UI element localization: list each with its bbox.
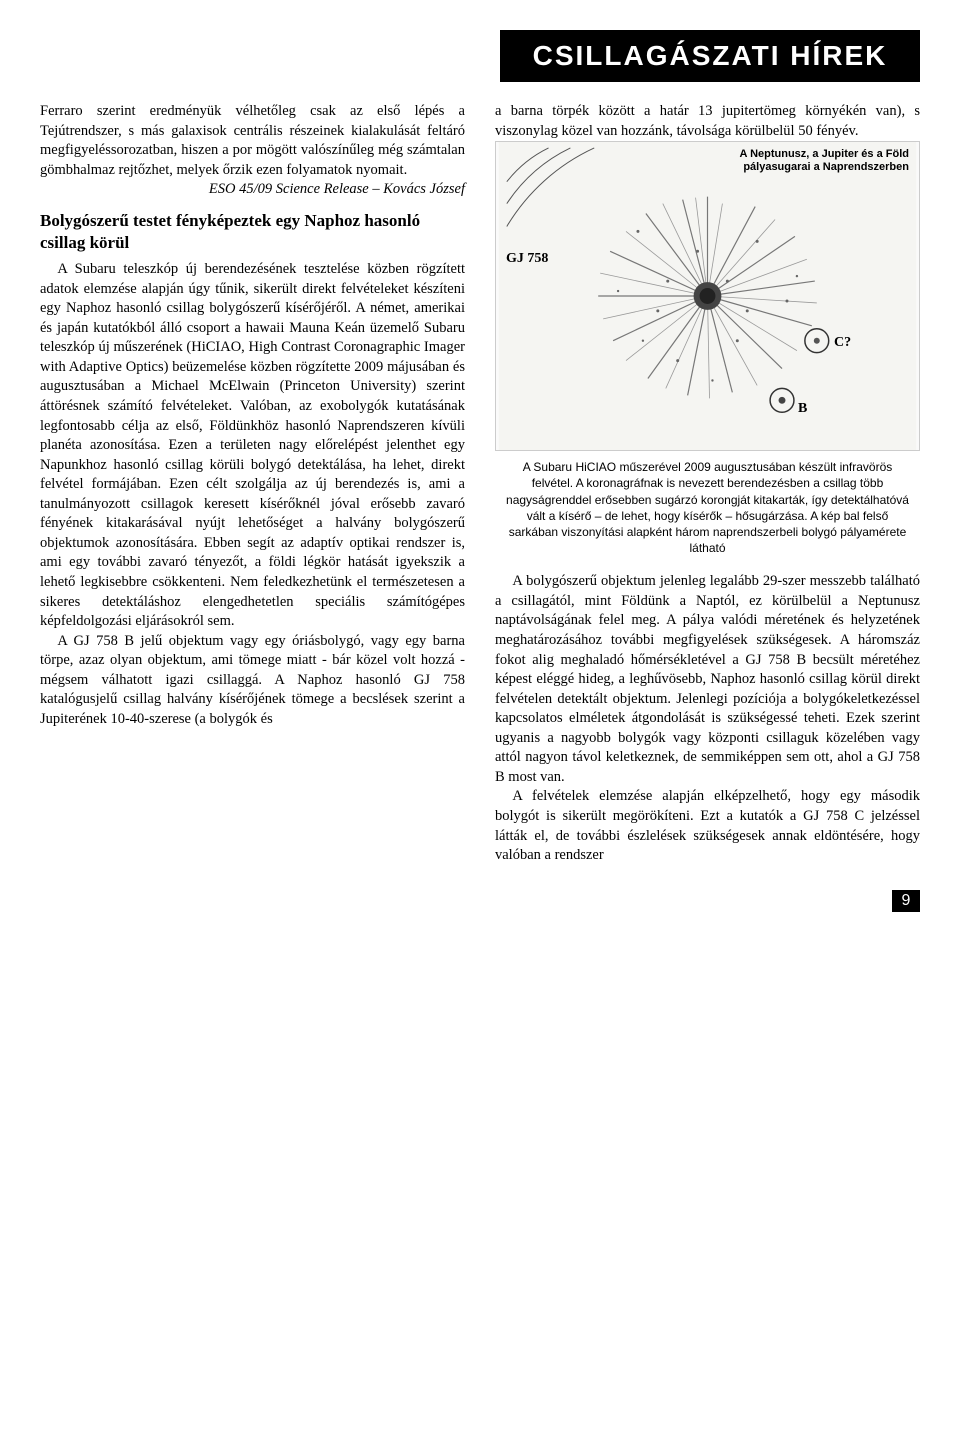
left-column: Ferraro szerint eredményük vélhetőleg cs… <box>40 102 465 866</box>
speckle-image-svg <box>496 142 919 450</box>
left-body-paragraph-1: A Subaru teleszkóp új berendezésének tes… <box>40 260 465 632</box>
figure-top-label: A Neptunusz, a Jupiter és a Föld pályasu… <box>739 148 909 174</box>
left-intro-paragraph: Ferraro szerint eredményük vélhetőleg cs… <box>40 102 465 180</box>
figure-top-label-line2: pályasugarai a Naprendszerben <box>743 161 909 173</box>
figure-top-label-line1: A Neptunusz, a Jupiter és a Föld <box>739 148 909 160</box>
figure-caption: A Subaru HiCIAO műszerével 2009 augusztu… <box>495 459 920 556</box>
two-column-layout: Ferraro szerint eredményük vélhetőleg cs… <box>40 102 920 866</box>
section-heading: Bolygószerű testet fényképeztek egy Naph… <box>40 210 465 254</box>
right-column: a barna törpék között a határ 13 jupiter… <box>495 102 920 866</box>
figure-label-gj758: GJ 758 <box>506 250 548 269</box>
right-body-paragraph-1: A bolygószerű objektum jelenleg legalább… <box>495 572 920 787</box>
page-header: CSILLAGÁSZATI HÍREK <box>500 30 920 82</box>
source-attribution: ESO 45/09 Science Release – Kovács Józse… <box>40 180 465 200</box>
right-intro-paragraph: a barna törpék között a határ 13 jupiter… <box>495 102 920 141</box>
figure-label-c: C? <box>834 334 851 353</box>
page-number: 9 <box>892 890 920 912</box>
astronomical-image: A Neptunusz, a Jupiter és a Föld pályasu… <box>495 141 920 451</box>
figure-label-b: B <box>798 400 807 419</box>
left-body-paragraph-2: A GJ 758 B jelű objektum vagy egy óriásb… <box>40 632 465 730</box>
right-body-paragraph-2: A felvételek elemzése alapján elképzelhe… <box>495 787 920 865</box>
